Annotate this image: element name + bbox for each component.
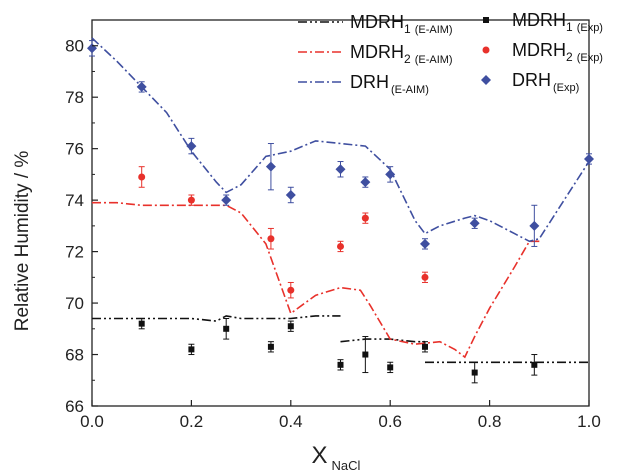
plot-area [91, 19, 590, 407]
data-point-series-3 [419, 238, 430, 249]
legend-point-label: MDRH1 (Exp) [512, 10, 603, 34]
legend-point-label: MDRH2 (Exp) [512, 40, 603, 64]
data-point-series-2 [337, 242, 344, 250]
legend-line-label: MDRH1 (E-AIM) [350, 12, 453, 36]
x-tick-label: 0.6 [378, 412, 402, 431]
data-point-series-2 [138, 173, 146, 181]
x-tick-label: 0.4 [279, 412, 303, 431]
model-lines [91, 37, 590, 364]
legend: MDRH1 (E-AIM) MDRH2 (E-AIM) DRH (E-AIM) MDRH1(… [298, 10, 603, 96]
data-point-series-1 [267, 343, 274, 350]
data-point-series-1 [337, 361, 344, 368]
data-point-series-3 [360, 177, 371, 188]
y-tick-label: 80 [65, 37, 84, 56]
data-point-series-2 [421, 273, 429, 281]
data-point-series-1 [138, 320, 145, 327]
legend-marker [481, 75, 491, 85]
data-point-series-1 [387, 364, 394, 371]
data-point-series-2 [361, 214, 369, 222]
data-point-series-2 [267, 235, 275, 243]
data-point-series-3 [186, 141, 197, 152]
y-tick-label: 72 [65, 243, 84, 262]
plot-frame [91, 19, 590, 407]
y-axis-title: Relative Humidity / % [12, 151, 33, 332]
data-point-series-1 [188, 346, 195, 353]
model-line-2 [92, 201, 540, 359]
model-line-3 [91, 37, 590, 243]
data-point-series-3 [87, 43, 97, 54]
legend-line-label: MDRH2 (E-AIM) [350, 42, 453, 66]
data-point-series-3 [469, 218, 480, 229]
data-point-series-2 [187, 196, 195, 204]
x-axis-title: X NaCl [312, 442, 361, 473]
y-tick-label: 74 [65, 191, 84, 210]
legend-marker [483, 17, 489, 23]
data-point-series-3 [221, 195, 232, 206]
data-point-series-3 [265, 161, 276, 172]
data-point-series-3 [584, 153, 594, 164]
data-point-series-1 [471, 369, 478, 376]
model-line-1 [92, 315, 341, 322]
experimental-points [87, 40, 594, 384]
x-tick-label: 1.0 [577, 412, 601, 431]
data-point-series-3 [335, 164, 346, 175]
y-tick-label: 78 [65, 88, 84, 107]
data-point-series-1 [421, 343, 428, 350]
y-tick-label: 76 [65, 140, 84, 159]
data-point-series-1 [287, 323, 294, 330]
model-line-1 [340, 338, 425, 343]
data-point-series-1 [223, 325, 230, 332]
legend-marker [482, 46, 490, 54]
y-tick-label: 70 [65, 294, 84, 313]
data-point-series-1 [531, 361, 538, 368]
x-tick-label: 0.8 [478, 412, 502, 431]
legend-point-label: DRH (Exp) [512, 70, 579, 94]
data-point-series-3 [136, 81, 147, 92]
data-point-series-3 [529, 220, 540, 231]
x-axis-title-sub: NaCl [332, 458, 361, 473]
data-point-series-3 [385, 169, 396, 180]
data-point-series-1 [362, 351, 369, 358]
legend-line-label: DRH (E-AIM) [350, 72, 429, 96]
x-axis-title-main: X [312, 442, 328, 469]
x-tick-label: 0.2 [180, 412, 204, 431]
axes: 0.0 0.2 0.4 0.6 0.8 1.0 66 68 70 72 74 76 78 80 [65, 37, 601, 431]
x-tick-label: 0.0 [80, 412, 104, 431]
data-point-series-3 [285, 189, 296, 200]
y-tick-label: 66 [65, 397, 84, 416]
data-point-series-2 [287, 286, 295, 294]
y-tick-label: 68 [65, 346, 84, 365]
